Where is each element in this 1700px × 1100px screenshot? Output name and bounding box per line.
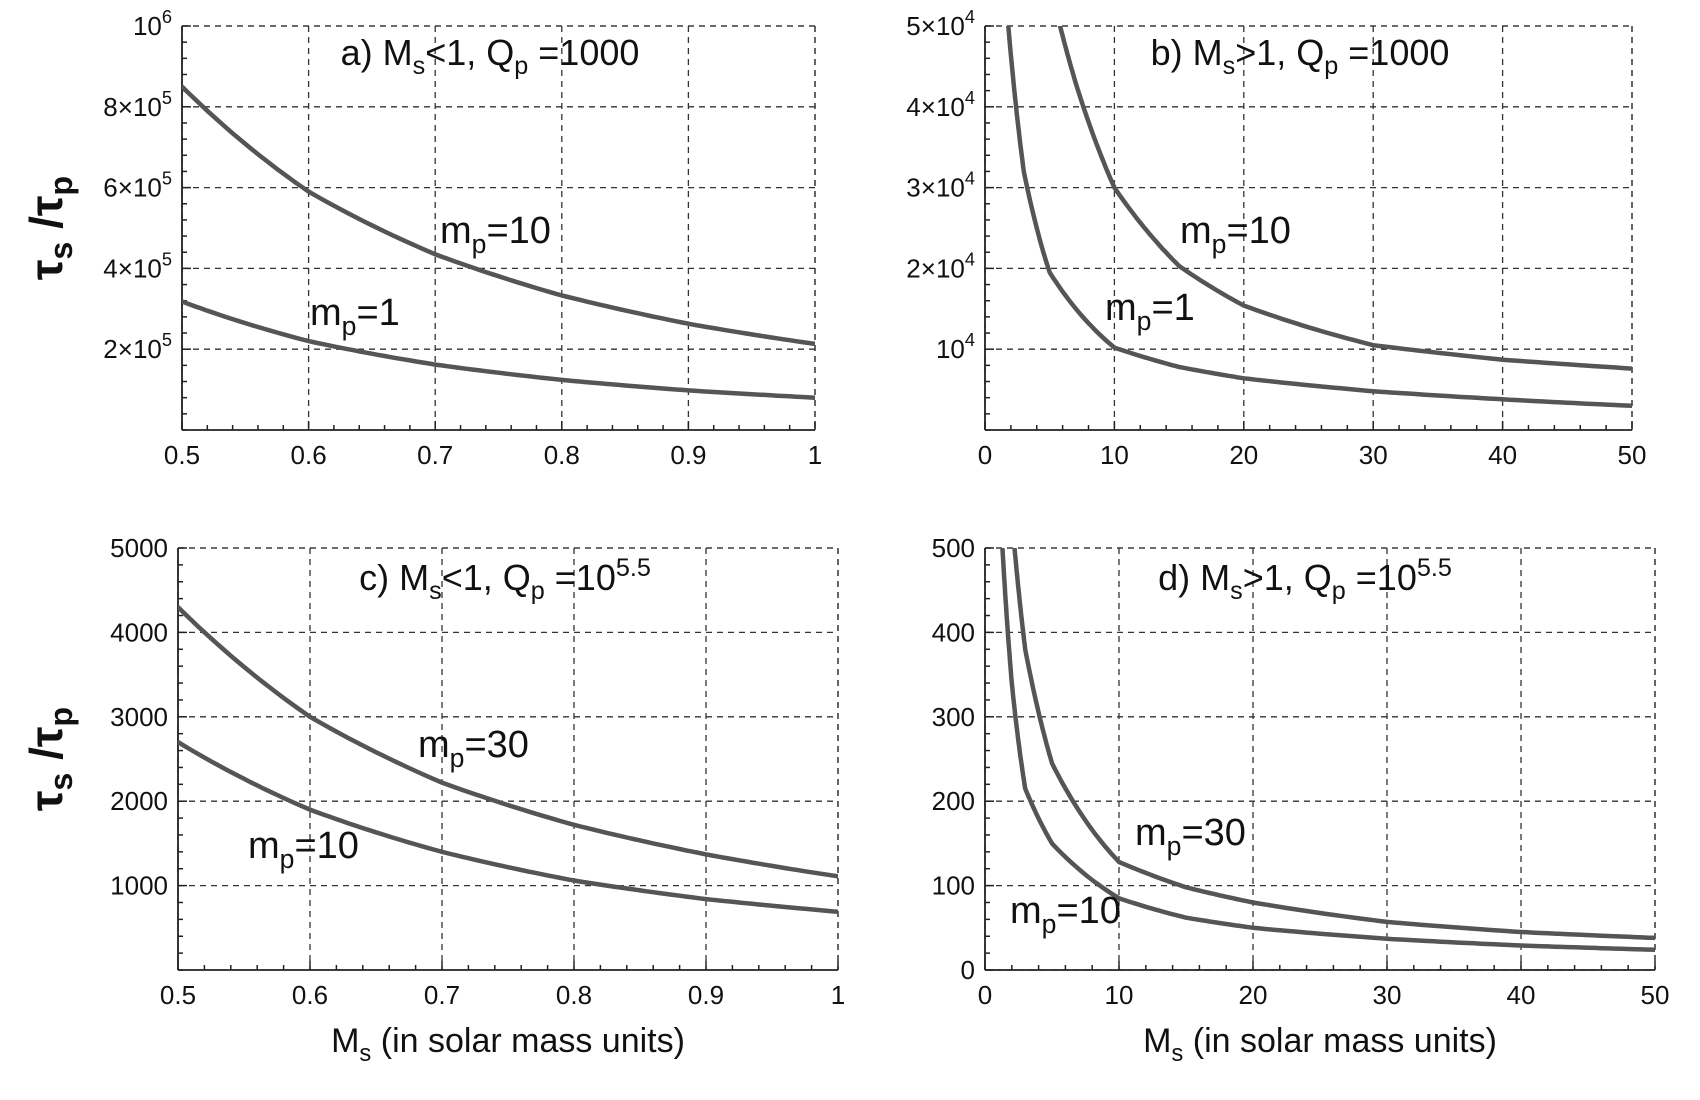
y-tick-label: 2000 (110, 786, 168, 816)
x-tick-label: 0.9 (670, 440, 706, 470)
x-tick-label: 40 (1507, 980, 1536, 1010)
series-label-mp=30: mp=30 (1135, 812, 1246, 861)
y-tick-label: 5×104 (906, 7, 975, 41)
y-tick-label: 4000 (110, 617, 168, 647)
y-axis-title: τs /τp (20, 176, 79, 280)
series-label-mp=10: mp=10 (1010, 890, 1121, 939)
panel-a: 0.5 0.6 0.7 0.8 0.9 1 2×105 4×105 6×105 8×105 106 m… (20, 7, 822, 470)
series-line-mp=30 (1012, 548, 1655, 941)
panel-title: d) Ms>1, Qp =105.5 (1158, 554, 1452, 605)
y-tick-label: 300 (932, 702, 975, 732)
series-label-mp=10: mp=10 (248, 825, 359, 874)
x-tick-label: 0 (978, 980, 992, 1010)
x-tick-label: 1 (831, 980, 845, 1010)
panel-title: a) Ms<1, Qp =1000 (341, 32, 640, 80)
series-label-mp=1: mp=1 (1105, 287, 1195, 336)
panel-d: 0 10 20 30 40 500100200300400500mp=30mp=10d) … (932, 533, 1670, 1067)
y-tick-label: 1000 (110, 871, 168, 901)
y-tick-label: 8×105 (103, 88, 172, 122)
y-tick-label: 6×105 (103, 169, 172, 203)
series-line-mp=10 (1057, 26, 1632, 371)
series-line-mp=10 (178, 739, 838, 915)
y-axis-title: τs /τp (20, 707, 79, 811)
y-tick-label: 0 (961, 955, 975, 985)
series-line-mp=30 (178, 604, 838, 879)
y-tick-label: 3000 (110, 702, 168, 732)
x-tick-label: 50 (1618, 440, 1647, 470)
y-tick-label: 500 (932, 533, 975, 563)
series-line-mp=1 (182, 299, 815, 400)
y-tick-label: 100 (932, 871, 975, 901)
x-tick-label: 0.7 (417, 440, 453, 470)
y-tick-label: 200 (932, 786, 975, 816)
series-label-mp=10: mp=10 (440, 210, 551, 259)
y-tick-label: 2×104 (906, 249, 975, 283)
series-line-mp=1 (1006, 26, 1632, 409)
x-tick-label: 50 (1641, 980, 1670, 1010)
y-tick-label: 400 (932, 617, 975, 647)
x-tick-label: 0.6 (291, 440, 327, 470)
x-tick-label: 10 (1100, 440, 1129, 470)
panel-c: 0.5 0.6 0.7 0.8 0.9 1 1000 2000 3000 4000 5000 mp=3… (20, 533, 845, 1067)
series-label-mp=30: mp=30 (418, 724, 529, 773)
panel-b: 0 10 20 30 40 50 104 2×104 3×104 4×104 5×104 mp=10 m… (906, 7, 1646, 470)
x-tick-label: 20 (1239, 980, 1268, 1010)
x-tick-label: 0 (978, 440, 992, 470)
y-tick-label: 104 (936, 330, 975, 364)
y-tick-label: 106 (133, 7, 172, 41)
x-tick-label: 40 (1488, 440, 1517, 470)
x-tick-label: 0.8 (544, 440, 580, 470)
series-label-mp=1: mp=1 (310, 292, 400, 341)
x-axis-title: Ms (in solar mass units) (331, 1022, 685, 1067)
series-line-mp=10 (1000, 548, 1655, 952)
x-tick-label: 30 (1359, 440, 1388, 470)
y-tick-label: 5000 (110, 533, 168, 563)
panel-title: c) Ms<1, Qp =105.5 (359, 554, 651, 605)
series-line-mp=10 (182, 84, 815, 347)
x-axis-title: Ms (in solar mass units) (1143, 1022, 1497, 1067)
x-tick-label: 0.8 (556, 980, 592, 1010)
x-tick-label: 0.5 (160, 980, 196, 1010)
x-tick-label: 1 (808, 440, 822, 470)
y-tick-label: 4×105 (103, 249, 172, 283)
x-tick-label: 20 (1229, 440, 1258, 470)
x-tick-label: 0.5 (164, 440, 200, 470)
x-tick-label: 10 (1105, 980, 1134, 1010)
x-tick-label: 30 (1373, 980, 1402, 1010)
panel-title: b) Ms>1, Qp =1000 (1151, 32, 1450, 80)
y-tick-label: 2×105 (103, 330, 172, 364)
y-tick-label: 4×104 (906, 88, 975, 122)
x-tick-label: 0.6 (292, 980, 328, 1010)
x-tick-label: 0.9 (688, 980, 724, 1010)
y-tick-label: 3×104 (906, 169, 975, 203)
series-label-mp=10: mp=10 (1180, 210, 1291, 259)
x-tick-label: 0.7 (424, 980, 460, 1010)
